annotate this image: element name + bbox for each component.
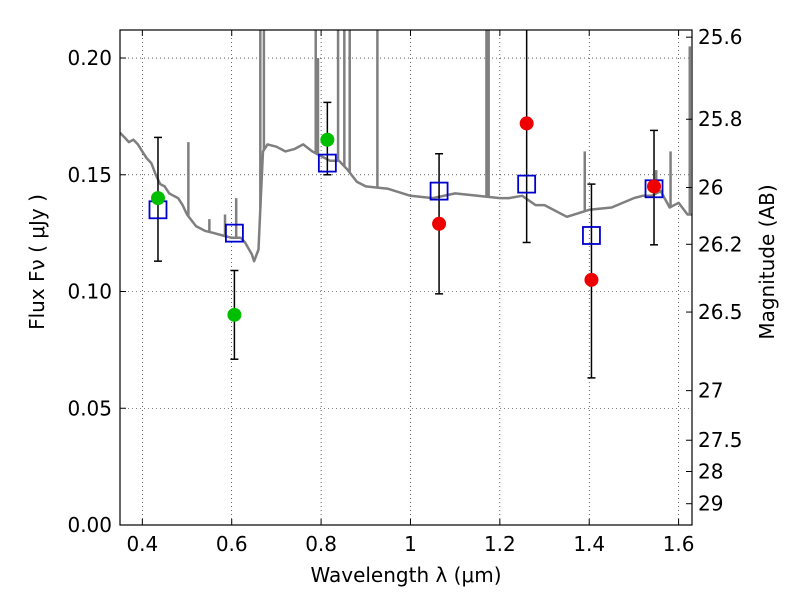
y2-tick-label: 27 xyxy=(698,379,723,403)
model-photometry-square xyxy=(517,174,537,194)
plot-frame xyxy=(119,29,693,526)
y2-tick-label: 29 xyxy=(698,492,723,516)
y-tick-label: 0.00 xyxy=(67,513,112,537)
observed-point-red xyxy=(519,116,534,131)
x-tick-label: 1 xyxy=(404,532,417,556)
y2-tick-label: 25.8 xyxy=(698,107,743,131)
x-tick-label: 0.4 xyxy=(126,532,158,556)
observed-point-red xyxy=(432,216,447,231)
observed-point-green xyxy=(227,307,242,322)
y2-axis-ticks: 25.6 25.8 26 26.2 26.5 27 27.5 28 29 xyxy=(686,25,743,516)
y-axis-label: Flux Fν ( μJy ) xyxy=(25,194,49,330)
data-markers xyxy=(148,30,664,379)
model-photometry-square xyxy=(429,181,449,201)
y2-tick-label: 25.6 xyxy=(698,25,743,49)
model-photometry-square xyxy=(317,153,337,173)
observed-point-red xyxy=(584,272,599,287)
plot-background xyxy=(120,30,692,525)
y2-tick-label: 27.5 xyxy=(698,428,743,452)
observed-point-red xyxy=(647,179,662,194)
x-axis-label: Wavelength λ (μm) xyxy=(310,563,501,587)
model-spectrum-layer xyxy=(120,30,692,263)
observed-point-green xyxy=(150,191,165,206)
x-tick-label: 1.6 xyxy=(663,532,695,556)
y-tick-label: 0.15 xyxy=(67,163,112,187)
y2-tick-label: 26.5 xyxy=(698,300,743,324)
model-photometry-square xyxy=(224,223,244,243)
x-axis-ticks: 0.4 0.6 0.8 1 1.2 1.4 1.6 xyxy=(126,30,695,556)
observed-point-green xyxy=(320,132,335,147)
y2-axis-label: Magnitude (AB) xyxy=(755,184,779,339)
y2-tick-label: 26 xyxy=(698,176,723,200)
y2-tick-label: 28 xyxy=(698,460,723,484)
y-axis-ticks: 0.00 0.05 0.10 0.15 0.20 xyxy=(67,46,126,537)
y-tick-label: 0.20 xyxy=(67,46,112,70)
model-spectrum-line xyxy=(120,131,692,263)
y2-tick-label: 26.2 xyxy=(698,232,743,256)
model-photometry-square xyxy=(582,226,601,245)
y-tick-label: 0.05 xyxy=(67,396,112,420)
x-tick-label: 1.2 xyxy=(484,532,516,556)
x-tick-label: 1.4 xyxy=(573,532,605,556)
x-tick-label: 0.8 xyxy=(305,532,337,556)
x-tick-label: 0.6 xyxy=(216,532,248,556)
y-tick-label: 0.10 xyxy=(67,280,112,304)
